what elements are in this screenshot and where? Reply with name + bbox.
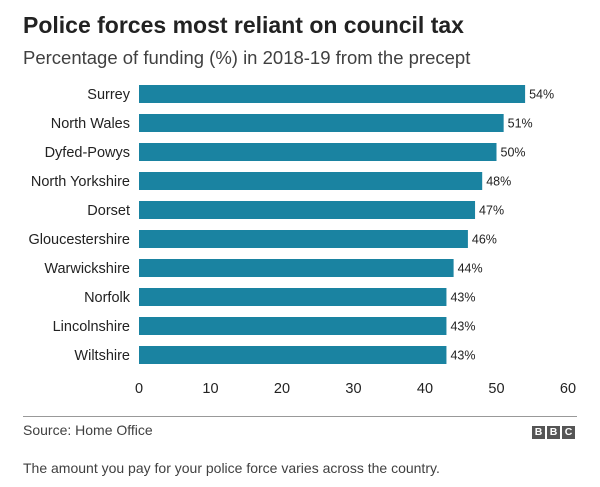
bar [139, 230, 468, 248]
bbc-logo-letter: B [532, 426, 545, 439]
value-label: 43% [450, 291, 475, 305]
bbc-logo-letter: B [547, 426, 560, 439]
value-label: 43% [450, 349, 475, 363]
x-tick-label: 50 [488, 381, 504, 397]
value-label: 46% [472, 233, 497, 247]
value-label: 44% [458, 262, 483, 276]
footer-divider [23, 416, 577, 417]
value-label: 50% [501, 146, 526, 160]
bar [139, 201, 476, 219]
category-label: Norfolk [84, 290, 131, 306]
category-label: Gloucestershire [28, 232, 130, 248]
x-tick-label: 20 [274, 381, 290, 397]
chart-subtitle: Percentage of funding (%) in 2018-19 fro… [23, 47, 471, 68]
bar [139, 114, 504, 132]
category-label: Warwickshire [44, 261, 130, 277]
x-tick-label: 10 [202, 381, 218, 397]
x-tick-label: 60 [560, 381, 576, 397]
category-label: Wiltshire [74, 348, 130, 364]
bar [139, 288, 447, 306]
value-label: 47% [479, 204, 504, 218]
bbc-logo-letter: C [562, 426, 575, 439]
x-tick-label: 30 [345, 381, 361, 397]
value-labels: 54% 51% 50% 48% 47% 46% 44% 43% 43% 43% [450, 88, 554, 363]
source-note: Source: Home Office [23, 422, 153, 438]
bar [139, 85, 526, 103]
category-label: Surrey [87, 87, 130, 103]
category-label: North Wales [51, 116, 130, 132]
category-label: Dyfed-Powys [45, 145, 130, 161]
value-label: 43% [450, 320, 475, 334]
category-label: North Yorkshire [31, 174, 130, 190]
bars-group [139, 85, 526, 364]
x-tick-label: 0 [135, 381, 143, 397]
bar [139, 346, 447, 364]
x-tick-label: 40 [417, 381, 433, 397]
bar [139, 172, 483, 190]
bar [139, 259, 454, 277]
value-label: 51% [508, 117, 533, 131]
category-label: Lincolnshire [53, 319, 130, 335]
bar [139, 317, 447, 335]
value-label: 54% [529, 88, 554, 102]
caption-text: The amount you pay for your police force… [23, 460, 440, 476]
category-labels: Surrey North Wales Dyfed-Powys North Yorksh… [28, 87, 130, 364]
bar-chart: Surrey North Wales Dyfed-Powys North Yorksh… [28, 85, 576, 397]
bar [139, 143, 497, 161]
x-axis-ticks: 0 10 20 30 40 50 60 [135, 381, 576, 397]
chart-title: Police forces most reliant on council ta… [23, 12, 464, 38]
category-label: Dorset [87, 203, 130, 219]
value-label: 48% [486, 175, 511, 189]
